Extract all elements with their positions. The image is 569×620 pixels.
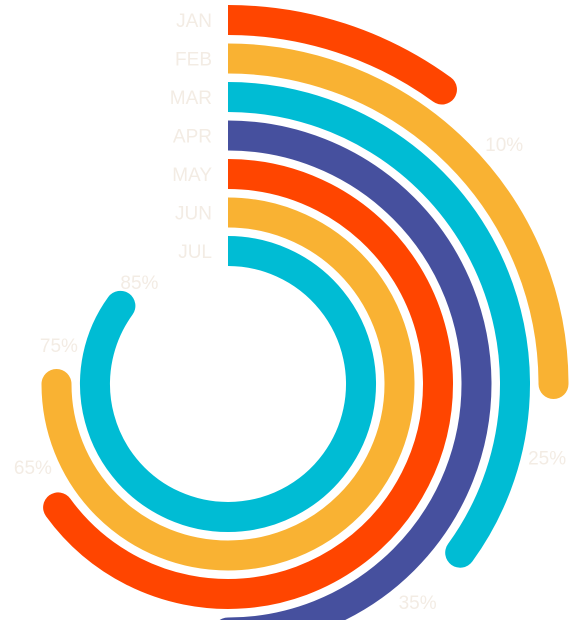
ring-arc-apr [211, 120, 492, 620]
ring-arc-feb [211, 43, 569, 399]
month-label-jan: JAN [176, 11, 212, 32]
ring-arc-mar [211, 82, 530, 568]
ring-start-mask-jun [198, 194, 228, 231]
value-label-may: 65% [14, 458, 52, 479]
ring-arc-jan [211, 5, 457, 105]
month-label-jul: JUL [178, 242, 212, 263]
ring-start-mask-jan [198, 2, 228, 38]
month-label-apr: APR [173, 127, 212, 148]
ring-arc-jun [41, 197, 415, 571]
ring-arc-may [43, 159, 453, 609]
month-label-may: MAY [172, 165, 212, 186]
ring-arc-jul [80, 236, 376, 532]
ring-start-mask-feb [198, 40, 228, 77]
value-label-feb: 25% [528, 449, 566, 470]
ring-start-mask-mar [198, 79, 228, 115]
ring-start-mask-jul [198, 233, 228, 269]
ring-start-mask-apr [198, 117, 228, 154]
month-label-mar: MAR [170, 88, 212, 109]
month-label-feb: FEB [175, 50, 212, 71]
month-label-jun: JUN [175, 204, 212, 225]
value-label-jan: 10% [485, 135, 523, 156]
value-label-jul: 85% [120, 273, 158, 294]
ring-start-mask-may [198, 156, 228, 192]
value-label-mar: 35% [399, 593, 437, 614]
value-label-jun: 75% [40, 336, 78, 357]
